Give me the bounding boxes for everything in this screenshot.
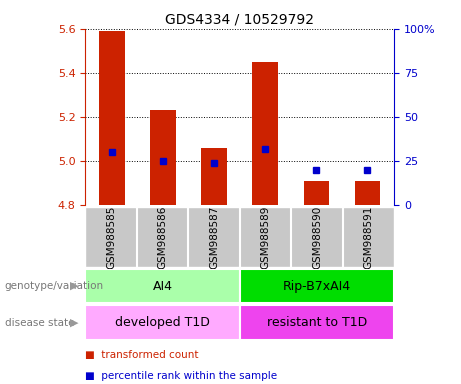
- Bar: [85, 305, 240, 340]
- Text: Rip-B7xAI4: Rip-B7xAI4: [283, 280, 351, 293]
- Bar: [201, 148, 227, 205]
- Title: GDS4334 / 10529792: GDS4334 / 10529792: [165, 12, 314, 26]
- Bar: [85, 269, 240, 303]
- Text: disease state: disease state: [5, 318, 74, 328]
- Text: GSM988586: GSM988586: [158, 205, 167, 269]
- Text: GSM988589: GSM988589: [260, 205, 271, 269]
- Text: GSM988590: GSM988590: [312, 205, 322, 269]
- Text: genotype/variation: genotype/variation: [5, 281, 104, 291]
- Bar: [99, 31, 125, 205]
- Text: developed T1D: developed T1D: [115, 316, 210, 329]
- Text: GSM988585: GSM988585: [106, 205, 116, 269]
- Bar: [150, 111, 176, 205]
- Bar: [253, 62, 278, 205]
- Text: resistant to T1D: resistant to T1D: [267, 316, 367, 329]
- Bar: [355, 181, 380, 205]
- Text: GSM988591: GSM988591: [363, 205, 373, 269]
- Bar: [303, 181, 329, 205]
- Text: GSM988587: GSM988587: [209, 205, 219, 269]
- Text: ■  percentile rank within the sample: ■ percentile rank within the sample: [85, 371, 278, 381]
- Text: AI4: AI4: [153, 280, 172, 293]
- Bar: [240, 305, 394, 340]
- Bar: [240, 269, 394, 303]
- Text: ▶: ▶: [70, 281, 78, 291]
- Text: ■  transformed count: ■ transformed count: [85, 350, 199, 360]
- Text: ▶: ▶: [70, 318, 78, 328]
